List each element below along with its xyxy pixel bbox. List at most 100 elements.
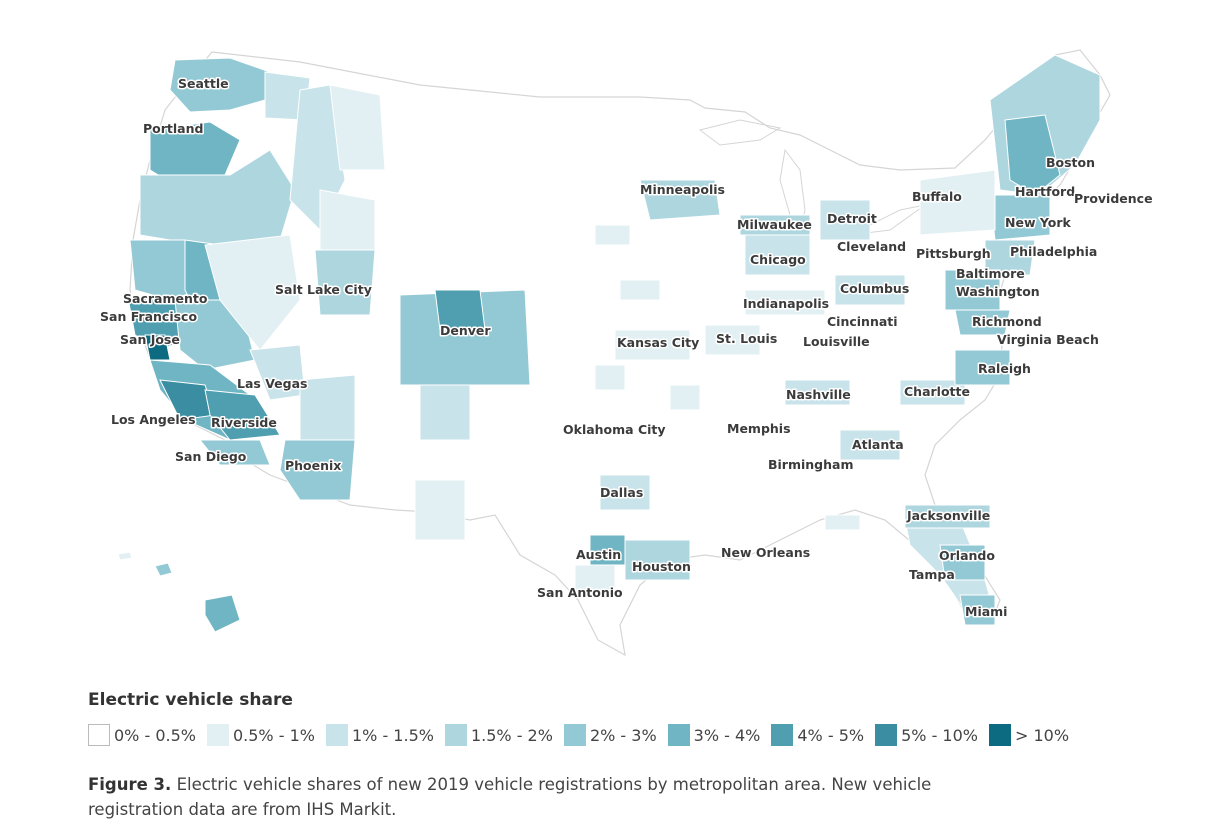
city-label: Kansas City xyxy=(617,335,699,350)
region-kansas-city xyxy=(614,329,691,361)
figure-caption: Figure 3. Electric vehicle shares of new… xyxy=(88,772,1028,822)
city-label: Chicago xyxy=(750,252,806,267)
legend-item: 0% - 0.5% xyxy=(88,724,196,746)
city-label: Raleigh xyxy=(978,361,1031,376)
city-label: Austin xyxy=(576,547,621,562)
legend-label: 3% - 4% xyxy=(693,725,761,745)
city-label: San Antonio xyxy=(537,585,623,600)
legend-swatch xyxy=(444,724,467,746)
region-arizona xyxy=(299,374,356,446)
region-philly xyxy=(984,239,1036,276)
city-label: Jacksonville xyxy=(906,508,990,523)
legend-label: 1.5% - 2% xyxy=(470,725,553,745)
legend-swatch xyxy=(88,724,110,746)
legend-swatch xyxy=(988,724,1011,746)
region-nevada xyxy=(204,234,301,351)
city-label: Tampa xyxy=(909,567,955,582)
legend-item: > 10% xyxy=(988,724,1069,746)
region-norcal-coast xyxy=(129,239,201,301)
region-misc-5 xyxy=(414,479,466,541)
legend-swatch xyxy=(875,724,898,746)
city-label: Minneapolis xyxy=(640,182,725,197)
city-label: Memphis xyxy=(727,421,791,436)
city-label: Las Vegas xyxy=(237,376,307,391)
region-san-diego xyxy=(198,439,271,466)
region-oregon xyxy=(139,149,296,246)
legend-swatch xyxy=(206,724,229,746)
city-label: Oklahoma City xyxy=(563,422,666,437)
legend-label: 0.5% - 1% xyxy=(232,725,315,745)
region-raleigh xyxy=(954,349,1011,386)
region-atlanta xyxy=(839,429,901,461)
region-upstate-ny xyxy=(919,169,996,236)
city-label: Seattle xyxy=(178,76,229,91)
region-nashville xyxy=(784,379,851,406)
city-label: Providence xyxy=(1074,191,1153,206)
city-label: Nashville xyxy=(786,387,851,402)
legend: 0% - 0.5% 0.5% - 1% 1% - 1.5% 1.5% - 2% 2% -… xyxy=(88,724,1080,746)
city-label: San Jose xyxy=(120,332,180,347)
city-label: Hartford xyxy=(1015,184,1075,199)
region-misc-1 xyxy=(594,224,631,246)
city-label: Denver xyxy=(440,323,491,338)
region-misc-3 xyxy=(669,384,701,411)
city-labels: Seattle Portland Sacramento San Francisc… xyxy=(99,75,1155,621)
region-detroit xyxy=(819,199,871,241)
city-label: Dallas xyxy=(600,485,643,500)
legend-item: 0.5% - 1% xyxy=(206,724,315,746)
region-indianapolis xyxy=(744,289,826,316)
region-milwaukee xyxy=(739,214,811,236)
city-label: Phoenix xyxy=(285,458,341,473)
region-san-jose xyxy=(144,334,171,361)
city-label: San Francisco xyxy=(100,309,197,324)
city-label: New York xyxy=(1005,215,1071,230)
city-label: St. Louis xyxy=(716,331,777,346)
city-label: Salt Lake City xyxy=(275,282,372,297)
region-charlotte xyxy=(899,379,966,406)
legend-item: 1.5% - 2% xyxy=(444,724,553,746)
city-label: Atlanta xyxy=(852,437,904,452)
city-label: Richmond xyxy=(972,314,1042,329)
legend-swatch xyxy=(325,724,348,746)
city-label: Boston xyxy=(1046,155,1095,170)
city-label: Pittsburgh xyxy=(916,246,991,261)
legend-swatch xyxy=(771,724,794,746)
region-minneapolis xyxy=(639,179,721,221)
city-label: Orlando xyxy=(939,548,995,563)
region-hawaii-1 xyxy=(154,562,173,577)
legend-label: 4% - 5% xyxy=(797,725,865,745)
city-label: Birmingham xyxy=(768,457,854,472)
lake-superior xyxy=(698,119,782,146)
city-label: Los Angeles xyxy=(111,412,196,427)
region-misc-4 xyxy=(594,364,626,391)
region-hawaii-2 xyxy=(204,594,241,633)
legend-swatch xyxy=(563,724,586,746)
city-label: Indianapolis xyxy=(743,296,829,311)
city-label: New Orleans xyxy=(721,545,810,560)
region-boston xyxy=(1004,114,1061,196)
caption-text: Electric vehicle shares of new 2019 vehi… xyxy=(88,775,932,819)
region-orlando xyxy=(939,544,986,581)
city-label: Philadelphia xyxy=(1010,244,1097,259)
region-seattle xyxy=(169,57,271,113)
region-denver-core xyxy=(434,289,486,331)
legend-swatch xyxy=(667,724,690,746)
region-st-louis xyxy=(704,324,761,356)
legend-item: 5% - 10% xyxy=(875,724,978,746)
region-hawaii-3 xyxy=(117,551,133,561)
city-label: Virginia Beach xyxy=(997,332,1099,347)
region-montana xyxy=(329,84,386,171)
city-label: Sacramento xyxy=(123,291,208,306)
region-columbus xyxy=(834,274,906,306)
region-dallas xyxy=(599,474,651,511)
city-label: Baltimore xyxy=(956,266,1025,281)
city-label: Buffalo xyxy=(912,189,962,204)
legend-item: 2% - 3% xyxy=(563,724,657,746)
region-riverside xyxy=(204,389,281,441)
us-ev-share-map: Seattle Portland Sacramento San Francisc… xyxy=(99,49,1155,657)
city-label: Charlotte xyxy=(904,384,970,399)
city-label: Washington xyxy=(956,284,1040,299)
region-miami xyxy=(959,594,996,626)
region-phoenix xyxy=(279,439,356,501)
city-label: Columbus xyxy=(840,281,909,296)
